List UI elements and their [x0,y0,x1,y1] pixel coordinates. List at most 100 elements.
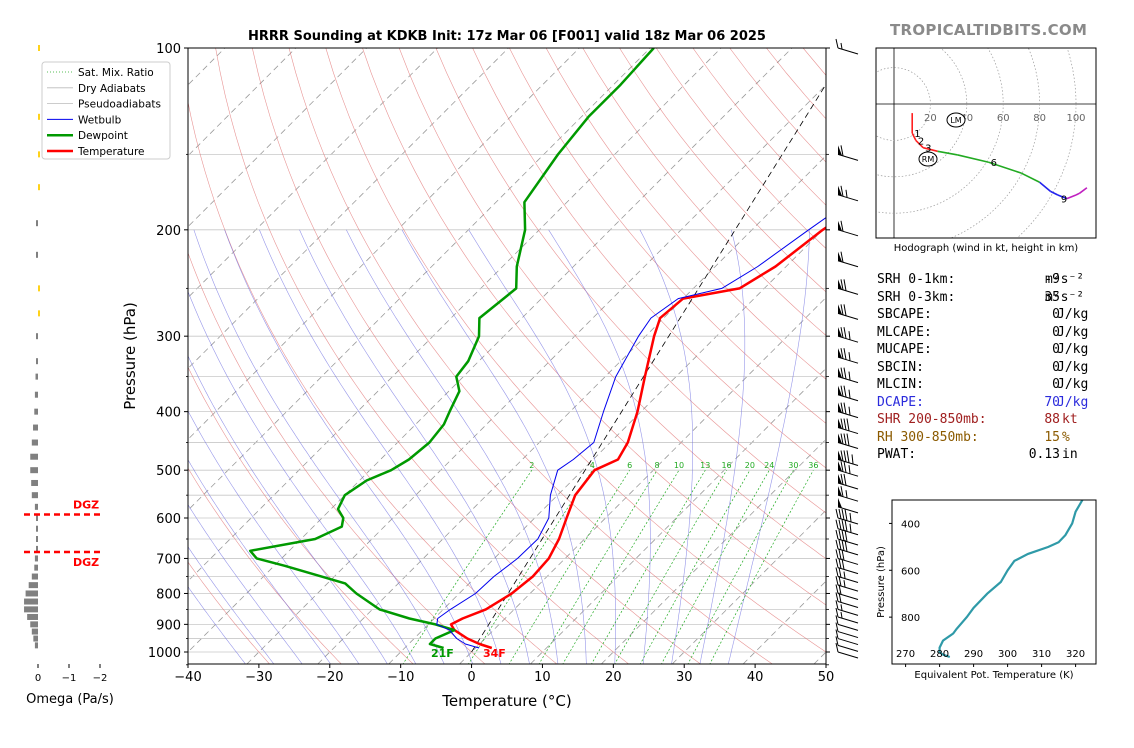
param-unit: J/kg [1057,377,1089,392]
pseudoadiabat-line [188,504,303,664]
pseudoadiabat-line [193,229,445,664]
y-tick-label: 600 [156,512,181,527]
omega-bar [36,535,38,542]
wind-barb [837,251,859,268]
pseudoadiabat-line [188,355,388,664]
param-unit: kt [1062,412,1078,427]
mixing-ratio-label: 24 [764,461,774,470]
hodograph-ring-label: 80 [1033,113,1046,124]
param-row: SHR 200-850mb: 88 kt [877,411,1095,429]
wind-barb [837,327,859,343]
omega-bar [38,285,40,292]
dry-adiabat-line [582,48,826,336]
mixing-ratio-line [402,470,533,664]
wind-barb [837,367,859,384]
dry-adiabat-line [472,48,826,469]
surface-temperature-label: 34F [483,647,506,660]
isotherm-line [188,48,438,299]
x-tick-label: 30 [676,670,693,685]
mixing-ratio-line [639,470,751,664]
dry-adiabat-line [252,48,701,664]
omega-bar [25,590,38,597]
isotherm-line [671,509,826,664]
theta-e-x-tick: 280 [930,649,949,660]
x-tick-label: 20 [605,670,622,685]
omega-bar [27,613,38,620]
omega-tick-label: 0 [35,673,41,684]
param-value: -9 [1044,272,1060,287]
param-value: 70 [1044,394,1060,410]
legend: Sat. Mix. Ratio Dry Adiabats Pseudoadiabat… [41,61,171,160]
param-label: SRH 0-3km: [877,289,956,305]
y-tick-label: 400 [156,406,181,421]
parameters-table: SRH 0-1km: -9 m²s⁻² SRH 0-3km: 35 m²s⁻² SBCAPE… [877,271,1095,464]
mixing-ratio-label: 13 [700,461,710,470]
storm-motion-marker [946,112,966,128]
omega-bar [24,598,38,605]
omega-bar [30,467,38,474]
theta-e-y-tick: 400 [901,519,920,530]
param-row: SBCAPE: 0 J/kg [877,306,1095,324]
theta-e-x-tick: 310 [1032,649,1051,660]
chart-title: HRRR Sounding at KDKB Init: 17z Mar 06 [… [248,29,766,44]
wind-barb [837,433,859,450]
param-row: SBCIN: 0 J/kg [877,359,1095,377]
param-label: DCAPE: [877,394,924,410]
dry-adiabat-line [288,48,773,664]
mixing-ratio-line [614,470,727,664]
isotherm-line [317,155,826,664]
omega-bar [34,564,38,571]
omega-tick-label: −1 [62,673,77,684]
param-unit: m²s⁻² [1045,289,1085,305]
dewpoint-trace [248,48,655,650]
param-label: SHR 200-850mb: [877,412,987,427]
isotherm-line [188,48,297,157]
dgz-label: DGZ [73,498,99,511]
isotherm-line [388,226,826,664]
hodograph-segment [988,161,1022,174]
y-axis-label: Pressure (hPa) [121,302,139,410]
dry-adiabat-line [325,48,826,653]
wind-barb [837,348,859,364]
param-unit: in [1062,447,1078,462]
omega-bar [31,479,38,486]
omega-bar [34,503,38,510]
y-tick-label: 800 [156,587,181,602]
pseudoadiabat-line [548,229,651,664]
hodograph-ring [1016,48,1077,238]
param-label: MLCIN: [877,377,924,392]
param-label: MLCAPE: [877,324,932,340]
hodograph-height-label: 1 [914,129,920,140]
hodograph-ring-label: 20 [924,113,937,124]
theta-e-y-label: Pressure (hPa) [876,546,887,618]
wind-barb [837,185,859,202]
omega-bar [24,606,38,613]
param-row: MLCIN: 0 J/kg [877,376,1095,394]
wind-barb [835,592,859,609]
omega-bar [31,573,38,580]
storm-motion-marker [918,151,938,167]
param-value: 0 [1052,307,1060,322]
mixing-ratio-label: 10 [674,461,684,470]
x-tick-label: 10 [534,670,551,685]
dry-adiabat-line [188,467,342,664]
pseudoadiabat-line [188,410,360,664]
pseudoadiabat-line [468,229,616,664]
dry-adiabat-line [545,48,826,380]
wind-barb [835,600,859,616]
omega-bar [38,113,40,120]
skewt-panel: 2 4 6 8 10 13 16 20 24 30 36 −40 −30 −20 −10 0 10 20 30 40… [41,29,834,710]
wind-barb [835,529,859,546]
isotherm-line [246,84,826,664]
omega-bar [36,515,38,522]
omega-bar [31,439,38,446]
omega-bar [34,642,38,649]
theta-e-trace [938,499,1084,659]
storm-motion-label: LM [950,116,961,125]
x-axis-label: Temperature (°C) [441,692,571,710]
y-tick-label: 900 [156,618,181,633]
isotherm-line [188,48,509,370]
wetbulb-trace [436,216,826,649]
hodograph-segment [1075,192,1080,196]
param-label: SBCIN: [877,359,924,375]
